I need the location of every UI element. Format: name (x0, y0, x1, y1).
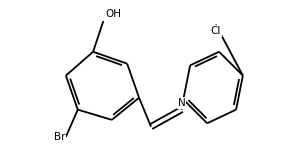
Text: N: N (178, 98, 186, 108)
Text: Cl: Cl (210, 26, 221, 36)
Text: OH: OH (105, 9, 121, 19)
Text: Br: Br (54, 132, 65, 142)
